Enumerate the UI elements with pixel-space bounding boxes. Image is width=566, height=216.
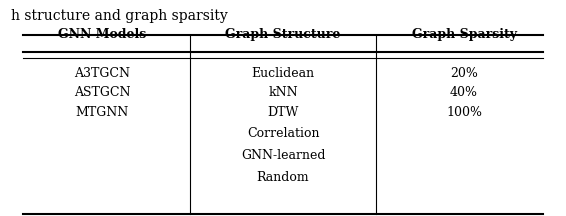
Text: h structure and graph sparsity: h structure and graph sparsity	[11, 9, 228, 23]
Text: 100%: 100%	[446, 106, 482, 119]
Text: Random: Random	[257, 171, 309, 184]
Text: Graph Sparsity: Graph Sparsity	[411, 28, 517, 41]
Text: DTW: DTW	[267, 106, 299, 119]
Text: ASTGCN: ASTGCN	[74, 86, 130, 99]
Text: A3TGCN: A3TGCN	[74, 67, 130, 80]
Text: 20%: 20%	[450, 67, 478, 80]
Text: GNN-learned: GNN-learned	[241, 149, 325, 162]
Text: Graph Structure: Graph Structure	[225, 28, 341, 41]
Text: Correlation: Correlation	[247, 127, 319, 140]
Text: Euclidean: Euclidean	[251, 67, 315, 80]
Text: 40%: 40%	[450, 86, 478, 99]
Text: MTGNN: MTGNN	[75, 106, 128, 119]
Text: kNN: kNN	[268, 86, 298, 99]
Text: GNN Models: GNN Models	[58, 28, 146, 41]
